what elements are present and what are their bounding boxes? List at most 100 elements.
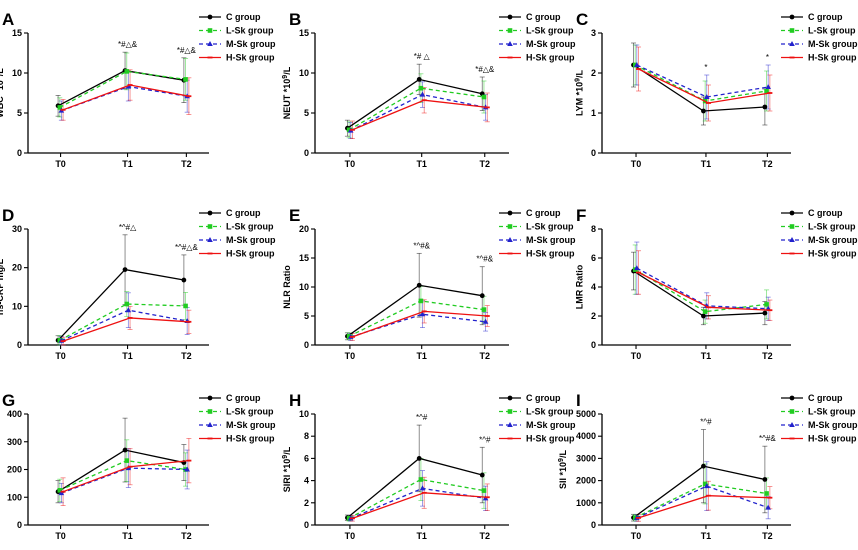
- legend-label: M-Sk group: [226, 420, 276, 430]
- y-tick-label: 0: [591, 520, 596, 530]
- y-tick-label: 0: [17, 340, 22, 350]
- legend-marker: [789, 409, 795, 414]
- y-tick-label: 15: [12, 28, 22, 38]
- legend-marker: [207, 14, 213, 20]
- legend-label: M-Sk group: [526, 39, 576, 49]
- x-tick-label: T0: [345, 159, 356, 169]
- legend-marker: [207, 422, 213, 427]
- y-tick-label: 2: [304, 498, 309, 508]
- legend-item: C group: [499, 393, 561, 403]
- significance-annotation: *# △: [414, 52, 431, 61]
- data-point: [479, 472, 485, 478]
- legend-marker: [207, 437, 213, 440]
- panel-letter: I: [576, 391, 581, 410]
- data-point: [60, 108, 66, 111]
- legend-marker: [507, 56, 513, 59]
- legend-label: H-Sk group: [808, 434, 857, 444]
- legend-item: C group: [199, 12, 261, 22]
- legend-item: L-Sk group: [199, 222, 274, 232]
- legend-item: L-Sk group: [199, 26, 274, 36]
- significance-annotation: *^#: [700, 418, 712, 427]
- y-tick-label: 20: [299, 224, 309, 234]
- legend-label: L-Sk group: [808, 222, 856, 232]
- legend-item: M-Sk group: [499, 235, 576, 245]
- data-point: [705, 102, 711, 104]
- panel-letter: D: [2, 206, 14, 225]
- unit: /L: [282, 446, 292, 455]
- y-tick-label: 5000: [576, 409, 596, 419]
- series-line-m-sk-group: [636, 267, 769, 310]
- legend-marker: [789, 14, 795, 20]
- data-point: [127, 84, 133, 86]
- legend-label: H-Sk group: [808, 53, 857, 63]
- data-point: [57, 338, 63, 343]
- legend-marker: [207, 409, 213, 414]
- x-tick-label: T0: [631, 159, 642, 169]
- y-tick-label: 0: [304, 340, 309, 350]
- data-point: [634, 265, 640, 271]
- legend-label: M-Sk group: [808, 420, 858, 430]
- significance-annotation: *^#&: [476, 255, 493, 264]
- data-point: [184, 466, 190, 472]
- data-point: [183, 77, 188, 82]
- unit: /L: [575, 69, 585, 78]
- legend-marker: [789, 422, 795, 427]
- legend-marker: [507, 224, 513, 229]
- significance-annotation: *^#&: [413, 241, 430, 250]
- legend-marker: [789, 210, 795, 216]
- data-point: [421, 99, 427, 102]
- legend-marker: [789, 252, 795, 255]
- legend-label: M-Sk group: [526, 235, 576, 245]
- legend: C group L-Sk group M-Sk group H-Sk group: [499, 393, 576, 444]
- legend-marker: [507, 395, 513, 401]
- legend-label: H-Sk group: [226, 53, 275, 63]
- panel-i: I 0 1000 2000 3000 4000 5000 T0 T1 T2 SII *109/L *^…: [558, 391, 858, 541]
- y-tick-label: 2: [591, 311, 596, 321]
- y-tick-label: 0: [591, 148, 596, 158]
- data-point: [124, 69, 130, 74]
- data-point: [349, 517, 355, 520]
- y-tick-label: 4: [591, 282, 596, 292]
- x-tick-label: T0: [55, 531, 66, 541]
- significance-annotation: *#△&: [475, 65, 495, 74]
- data-point: [421, 310, 427, 313]
- panel-e: E 0 5 10 15 20 T0 T1 T2 NLR Ratio *^#& *^#& C group L…: [282, 206, 576, 361]
- data-point: [416, 77, 422, 82]
- legend-item: M-Sk group: [199, 235, 276, 245]
- data-point: [419, 91, 426, 97]
- exponent: 9: [575, 78, 582, 82]
- x-tick-label: T0: [631, 351, 642, 361]
- significance-annotation: *#△&: [177, 46, 197, 55]
- legend-marker: [507, 409, 513, 414]
- legend-item: L-Sk group: [499, 26, 574, 36]
- data-point: [186, 95, 192, 98]
- data-point: [418, 85, 424, 91]
- data-point: [705, 306, 711, 309]
- series-line-m-sk-group: [350, 487, 486, 519]
- unit: /L: [282, 66, 292, 75]
- panel-a: A 0 5 10 15 T0 T1 T2 WBC *109/L *#△& *#△& C group L-…: [0, 10, 276, 169]
- data-point: [484, 106, 490, 109]
- data-point: [346, 334, 352, 339]
- data-point: [421, 491, 427, 494]
- exponent: 9: [558, 458, 565, 462]
- data-point: [127, 317, 133, 319]
- data-point: [122, 447, 128, 453]
- legend-marker: [207, 28, 213, 33]
- series-line-l-sk-group: [634, 64, 767, 102]
- legend-item: C group: [781, 12, 843, 22]
- series-line-c-group: [347, 457, 483, 519]
- significance-annotation: *^#△&: [175, 243, 198, 252]
- x-tick-label: T1: [122, 531, 133, 541]
- legend-marker: [207, 395, 213, 401]
- x-tick-label: T1: [701, 531, 712, 541]
- legend-item: C group: [499, 12, 561, 22]
- unit: /L: [558, 450, 568, 459]
- y-tick-label: 8: [304, 431, 309, 441]
- y-tick-label: 4: [304, 476, 309, 486]
- y-tick-label: 2: [591, 68, 596, 78]
- x-tick-label: T0: [55, 351, 66, 361]
- series-line-l-sk-group: [634, 269, 767, 313]
- y-axis-label: SII *109/L: [558, 450, 568, 489]
- legend-label: L-Sk group: [526, 407, 574, 417]
